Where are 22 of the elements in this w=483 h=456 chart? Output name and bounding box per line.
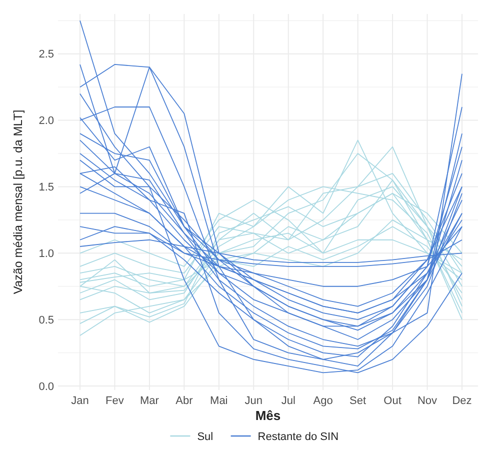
x-tick-label: Fev	[106, 395, 124, 407]
x-tick-label: Abr	[176, 395, 194, 407]
y-axis-title: Vazão média mensal [p.u. da MLT]	[11, 110, 25, 294]
x-tick-label: Ago	[313, 395, 333, 407]
x-tick-label: Nov	[417, 395, 438, 407]
x-tick-label: Set	[350, 395, 366, 407]
y-tick-label: 0.5	[38, 314, 54, 326]
x-tick-label: Dez	[452, 395, 472, 407]
legend-label: Sul	[197, 430, 214, 443]
y-tick-label: 0.0	[38, 380, 54, 393]
x-tick-label: Out	[384, 395, 402, 407]
x-tick-label: Jun	[244, 395, 263, 407]
y-tick-label: 2.0	[38, 115, 54, 128]
x-axis-title: Mês	[255, 408, 281, 423]
x-tick-label: Mai	[210, 395, 228, 407]
y-tick-label: 1.0	[38, 248, 54, 260]
y-tick-label: 1.5	[38, 182, 54, 194]
x-tick-label: Jan	[71, 395, 89, 407]
y-tick-label: 2.5	[38, 48, 54, 61]
legend-label: Restante do SIN	[258, 430, 339, 443]
x-tick-label: Mar	[140, 395, 160, 407]
x-tick-label: Jul	[281, 395, 296, 407]
